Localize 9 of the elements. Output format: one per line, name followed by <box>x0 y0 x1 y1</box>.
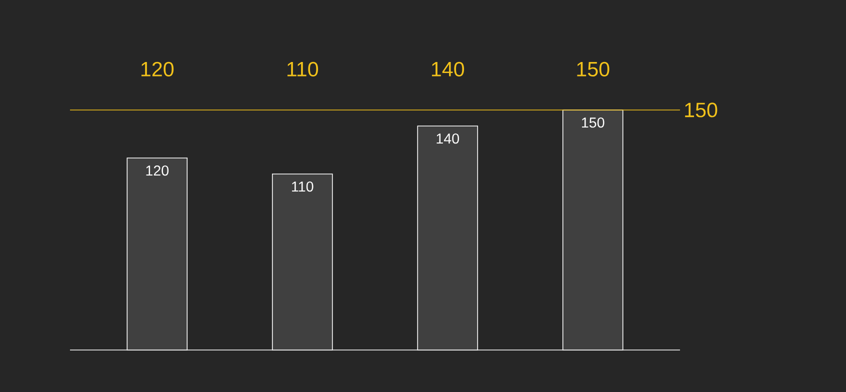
annotation: 140 <box>436 134 460 144</box>
data-label: 110 <box>287 62 318 76</box>
annotation: 110 <box>292 182 314 192</box>
data-label: 120 <box>141 62 174 76</box>
data-label: 140 <box>432 62 464 76</box>
annotation: 150 <box>582 118 604 128</box>
data-label: 150 <box>577 62 610 76</box>
annotation: 120 <box>146 166 169 176</box>
ref-line-label: 150 <box>685 102 718 118</box>
